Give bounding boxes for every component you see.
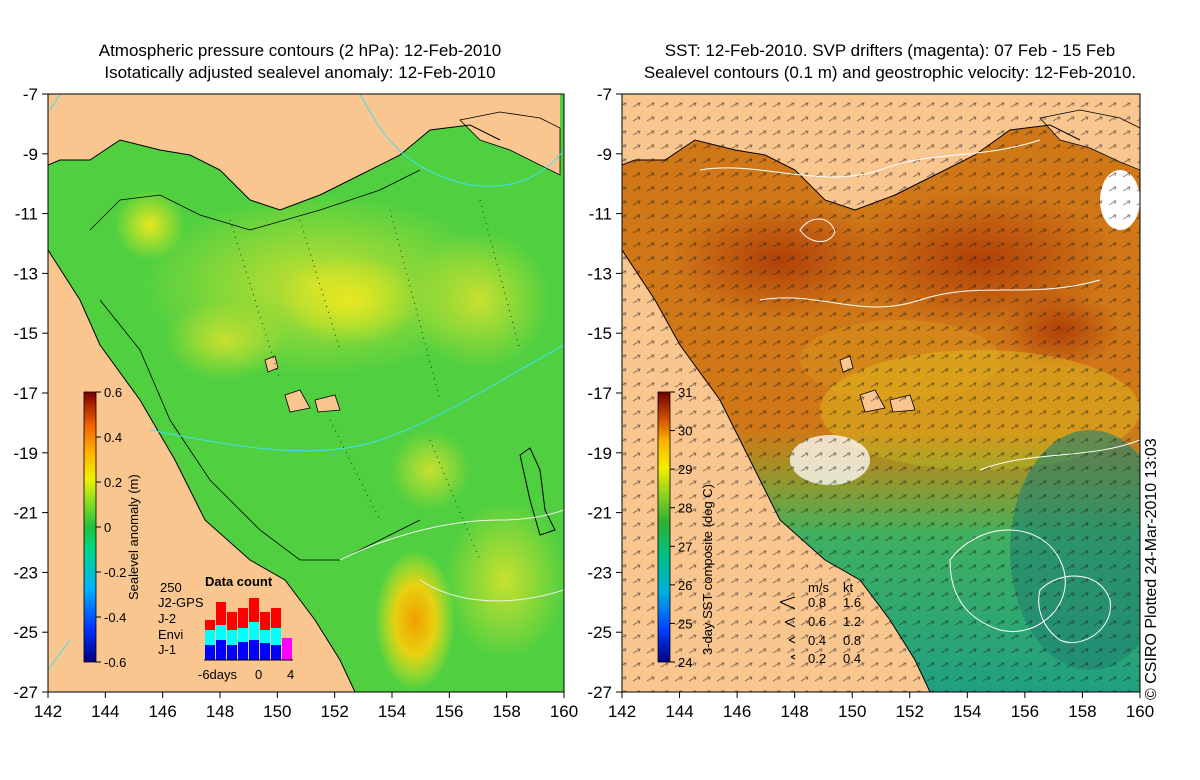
velocity-legend: m/s kt 0.8 1.6 0.6 1.2 0.4 0.8 0.2 0.4 — [779, 580, 861, 666]
left-y-tick-label: -11 — [15, 205, 38, 224]
right-colorbar — [657, 391, 671, 663]
right-colorbar-tick-label: 26 — [678, 578, 692, 593]
left-y-tick-label: -21 — [13, 504, 38, 523]
right-y-tick-label: -15 — [587, 324, 612, 343]
axis-ticks: 142 144 146 148 150 152 154 156 158 160 -7 -9 -11 -13… — [13, 85, 1154, 721]
left-x-tick-label: 144 — [91, 702, 119, 721]
left-x-tick-label: 150 — [263, 702, 291, 721]
left-colorbar-ticks: 0.6 0.4 0.2 0 -0.2 -0.4 -0.6 — [96, 385, 126, 670]
right-y-tick-label: -17 — [587, 384, 612, 403]
left-colorbar-label: Sealevel anomaly (m) — [126, 474, 141, 600]
left-x-tick-label: 158 — [492, 702, 520, 721]
right-x-tick-label: 142 — [608, 702, 636, 721]
left-y-tick-label: -15 — [13, 324, 38, 343]
left-colorbar-tick-label: 0.2 — [104, 475, 122, 490]
legend-j1: J-1 — [158, 642, 176, 657]
left-colorbar — [83, 391, 97, 663]
right-y-tick-label: -19 — [587, 444, 612, 463]
velocity-row4-ms: 0.2 — [808, 651, 826, 666]
data-count-title: Data count — [205, 574, 273, 589]
left-y-tick-label: -13 — [13, 264, 38, 283]
left-x-tick-label: 152 — [320, 702, 348, 721]
right-title-line2: Sealevel contours (0.1 m) and geostrophi… — [643, 63, 1137, 82]
left-x-tick-label: 148 — [206, 702, 234, 721]
right-x-tick-label: 148 — [780, 702, 808, 721]
left-colorbar-tick-label: -0.2 — [104, 565, 126, 580]
right-x-tick-label: 144 — [665, 702, 693, 721]
right-colorbar-ticks: 31 30 29 28 27 26 25 24 — [670, 385, 692, 670]
legend-envi: Envi — [158, 627, 183, 642]
right-x-tick-label: 154 — [953, 702, 981, 721]
left-x-tick-label: 146 — [148, 702, 176, 721]
left-colorbar-tick-label: -0.6 — [104, 655, 126, 670]
right-colorbar-tick-label: 29 — [678, 462, 692, 477]
right-colorbar-tick-label: 28 — [678, 501, 692, 516]
right-y-tick-label: -13 — [587, 264, 612, 283]
right-y-tick-label: -9 — [597, 145, 612, 164]
data-count-inset: Data count 250 J2-GPS J-2 Envi J-1 -6day… — [158, 574, 294, 682]
right-x-tick-label: 150 — [838, 702, 866, 721]
legend-j2: J-2 — [158, 611, 176, 626]
data-count-max: 250 — [160, 580, 182, 595]
left-x-tick-label: 156 — [435, 702, 463, 721]
left-colorbar-tick-label: -0.4 — [104, 610, 126, 625]
right-y-tick-label: -7 — [597, 85, 612, 104]
left-y-tick-label: -27 — [13, 683, 38, 702]
right-y-tick-label: -11 — [589, 205, 612, 224]
left-y-tick-label: -9 — [23, 145, 38, 164]
velocity-row2-ms: 0.6 — [808, 614, 826, 629]
velocity-row1-ms: 0.8 — [808, 595, 826, 610]
data-count-x-end: 4 — [287, 667, 294, 682]
left-title-line1: Atmospheric pressure contours (2 hPa): 1… — [98, 41, 502, 60]
credit-text: © CSIRO Plotted 24-Mar-2010 13:03 — [1143, 438, 1160, 700]
right-x-tick-label: 152 — [896, 702, 924, 721]
right-colorbar-tick-label: 25 — [678, 616, 692, 631]
right-y-tick-label: -27 — [587, 683, 612, 702]
left-x-tick-label: 154 — [378, 702, 406, 721]
left-y-tick-label: -25 — [13, 623, 38, 642]
velocity-header-ms: m/s — [808, 580, 829, 595]
right-x-tick-label: 158 — [1068, 702, 1096, 721]
velocity-row4-kt: 0.4 — [843, 651, 861, 666]
right-colorbar-tick-label: 27 — [678, 539, 692, 554]
right-title-line1: SST: 12-Feb-2010. SVP drifters (magenta)… — [664, 41, 1116, 60]
right-y-tick-label: -23 — [587, 563, 612, 582]
right-x-tick-label: 146 — [723, 702, 751, 721]
left-y-tick-label: -17 — [13, 384, 38, 403]
left-colorbar-tick-label: 0.6 — [104, 385, 122, 400]
left-y-tick-label: -19 — [13, 444, 38, 463]
right-colorbar-tick-label: 31 — [678, 385, 692, 400]
velocity-row3-kt: 0.8 — [843, 633, 861, 648]
data-count-x-start: -6days — [198, 667, 238, 682]
left-title-line2: Isotatically adjusted sealevel anomaly: … — [104, 63, 496, 82]
right-map — [622, 94, 1140, 692]
left-colorbar-tick-label: 0 — [104, 520, 111, 535]
left-x-tick-label: 142 — [34, 702, 62, 721]
right-y-tick-label: -25 — [587, 623, 612, 642]
right-colorbar-tick-label: 30 — [678, 424, 692, 439]
left-y-tick-label: -7 — [23, 85, 38, 104]
velocity-row1-kt: 1.6 — [843, 595, 861, 610]
velocity-row3-ms: 0.4 — [808, 633, 826, 648]
right-y-tick-label: -21 — [587, 504, 612, 523]
data-count-x-zero: 0 — [255, 667, 262, 682]
right-colorbar-tick-label: 24 — [678, 655, 692, 670]
left-y-tick-label: -23 — [13, 563, 38, 582]
left-x-tick-label: 160 — [550, 702, 578, 721]
right-x-tick-label: 160 — [1126, 702, 1154, 721]
legend-j2gps: J2-GPS — [158, 595, 204, 610]
left-colorbar-tick-label: 0.4 — [104, 430, 122, 445]
right-colorbar-label: 3-day SST composite (deg C) — [700, 484, 715, 655]
velocity-header-kt: kt — [843, 580, 854, 595]
right-x-tick-label: 156 — [1011, 702, 1039, 721]
left-map — [48, 94, 564, 692]
velocity-row2-kt: 1.2 — [843, 614, 861, 629]
